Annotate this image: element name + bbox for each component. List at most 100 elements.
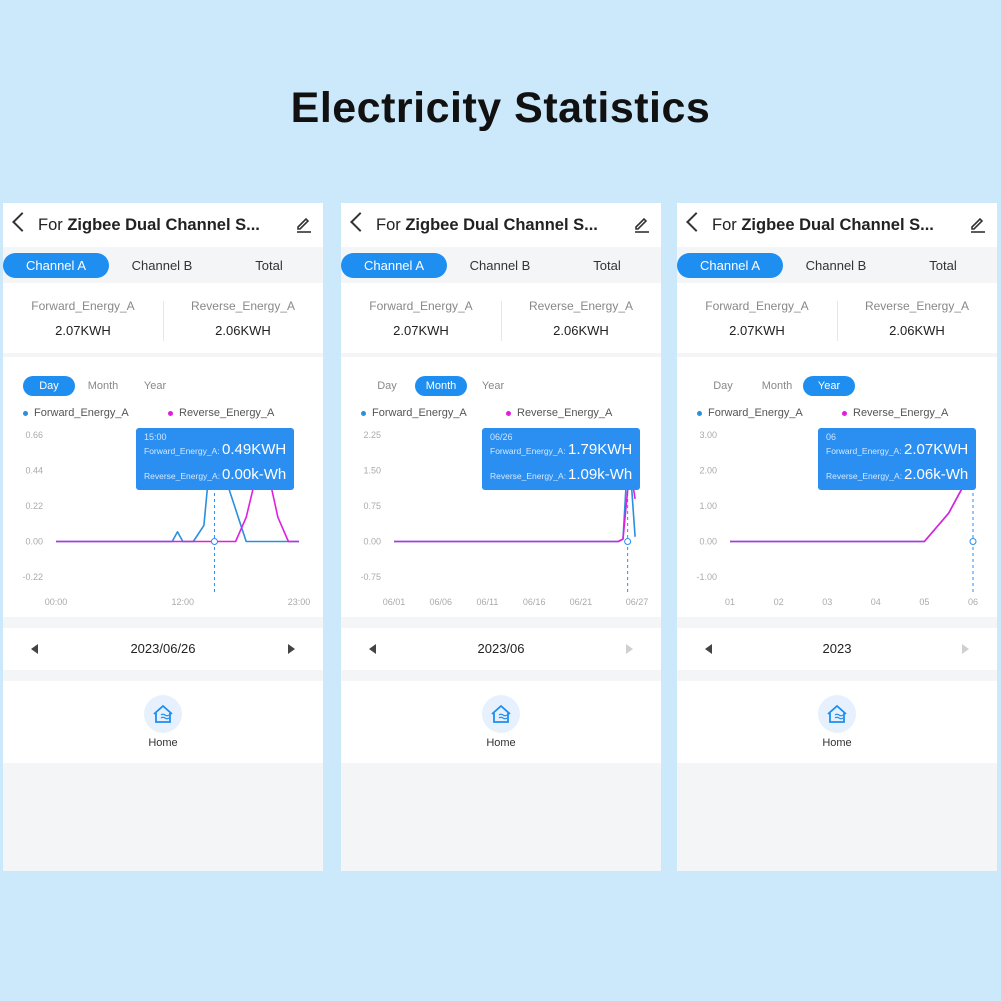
triangle-left-icon[interactable] [705, 644, 712, 654]
x-tick-label: 23:00 [288, 597, 311, 607]
forward-energy-value: 2.07KWH [55, 323, 111, 338]
tooltip-reverse-value: 2.06k-Wh [904, 466, 969, 483]
home-energy-icon [491, 705, 511, 723]
device-title: For Zigbee Dual Channel S... [712, 216, 934, 235]
tab-channel-2[interactable]: Total [929, 258, 957, 273]
tab-period-year[interactable]: Year [143, 380, 167, 392]
divider [837, 301, 838, 341]
chart-tooltip: 15:00 Forward_Energy_A: 0.49KWH Reverse_E… [136, 428, 294, 490]
chart-card: Day Month Year Forward_Energy_A Reverse_En… [677, 357, 997, 617]
x-tick-label: 02 [774, 597, 784, 607]
energy-summary-card: Forward_Energy_A 2.07KWH Reverse_Energy_… [677, 283, 997, 353]
legend-forward-dot [23, 410, 28, 416]
x-tick-label: 01 [725, 597, 735, 607]
y-tick-label: 2.00 [699, 466, 717, 476]
triangle-right-icon[interactable] [626, 644, 633, 654]
cursor-point [210, 538, 218, 545]
page-title: Electricity Statistics [290, 84, 711, 132]
legend-reverse-label: Reverse_Energy_A [179, 407, 275, 419]
tab-period-year[interactable]: Year [803, 376, 855, 396]
home-button[interactable] [482, 695, 520, 733]
chevron-left-icon[interactable] [12, 212, 32, 232]
phone-screen: For Zigbee Dual Channel S... Channel A Ch… [3, 203, 323, 871]
y-tick-label: 2.25 [363, 430, 381, 440]
tab-channel-2[interactable]: Total [255, 258, 283, 273]
channel-tabs: Channel A Channel B Total [677, 250, 997, 280]
device-title-prefix: For [38, 216, 63, 234]
device-title-name: Zigbee Dual Channel S... [741, 216, 934, 234]
pencil-icon[interactable] [295, 215, 313, 233]
cursor-point [969, 538, 977, 545]
reverse-energy-summary: Reverse_Energy_A 2.06KWH [163, 299, 323, 338]
tab-period-day[interactable]: Day [377, 380, 397, 392]
legend-reverse-label: Reverse_Energy_A [517, 407, 613, 419]
y-tick-label: -0.22 [22, 572, 43, 582]
reverse-energy-label: Reverse_Energy_A [190, 299, 296, 313]
tab-period-month[interactable]: Month [87, 380, 119, 392]
tab-period-month[interactable]: Month [415, 376, 467, 396]
reverse-energy-value: 2.06KWH [889, 323, 945, 338]
series-line-reverse [730, 468, 974, 543]
legend-forward-label: Forward_Energy_A [708, 407, 803, 419]
y-tick-label: 0.00 [25, 537, 43, 547]
channel-tabs: Channel A Channel B Total [3, 250, 323, 280]
x-tick-label: 06/16 [523, 597, 546, 607]
current-date: 2023/06 [477, 641, 525, 656]
pencil-icon[interactable] [969, 215, 987, 233]
y-tick-label: 1.50 [363, 466, 381, 476]
device-title-prefix: For [712, 216, 737, 234]
tab-channel-0[interactable]: Channel A [677, 253, 783, 278]
reverse-energy-summary: Reverse_Energy_A 2.06KWH [501, 299, 661, 338]
x-tick-label: 06/27 [626, 597, 649, 607]
y-tick-label: 0.44 [25, 466, 43, 476]
home-button[interactable] [818, 695, 856, 733]
home-label: Home [148, 737, 178, 749]
pencil-icon[interactable] [633, 215, 651, 233]
current-date: 2023 [822, 641, 852, 656]
x-tick-label: 06/11 [477, 597, 499, 607]
tab-channel-0[interactable]: Channel A [341, 253, 447, 278]
legend-reverse-dot [506, 410, 511, 416]
bottom-nav: Home [3, 681, 323, 763]
triangle-left-icon[interactable] [31, 644, 38, 654]
reverse-energy-label: Reverse_Energy_A [528, 299, 634, 313]
header-bar: For Zigbee Dual Channel S... [341, 203, 661, 247]
y-tick-label: -0.75 [360, 572, 381, 582]
tooltip-date: 06 [826, 432, 837, 442]
tooltip-forward-row: Forward_Energy_A: 0.49KWH [144, 441, 286, 459]
x-tick-label: 06/01 [383, 597, 406, 607]
y-tick-label: 0.22 [25, 501, 43, 511]
date-navigator: 2023/06/26 [3, 628, 323, 670]
triangle-right-icon[interactable] [288, 644, 295, 654]
forward-energy-label: Forward_Energy_A [705, 299, 809, 313]
home-energy-icon [827, 705, 847, 723]
legend-reverse-dot [168, 410, 173, 416]
legend-forward-dot [361, 410, 366, 416]
tab-period-day[interactable]: Day [23, 376, 75, 396]
energy-summary-card: Forward_Energy_A 2.07KWH Reverse_Energy_… [341, 283, 661, 353]
tab-channel-1[interactable]: Channel B [469, 258, 531, 273]
tooltip-reverse-row: Reverse_Energy_A: 0.00k-Wh [144, 466, 286, 484]
tab-period-month[interactable]: Month [761, 380, 793, 392]
reverse-energy-label: Reverse_Energy_A [864, 299, 970, 313]
y-tick-label: 0.66 [25, 430, 43, 440]
tab-period-year[interactable]: Year [481, 380, 505, 392]
x-tick-label: 04 [871, 597, 881, 607]
tab-channel-2[interactable]: Total [593, 258, 621, 273]
bottom-nav: Home [341, 681, 661, 763]
device-title-name: Zigbee Dual Channel S... [67, 216, 260, 234]
tooltip-forward-value: 0.49KWH [222, 441, 287, 458]
forward-energy-value: 2.07KWH [729, 323, 785, 338]
energy-line-chart[interactable]: 3.00 2.00 1.00 0.00 -1.00 01 02 03 04 05 06 [677, 357, 997, 617]
tooltip-reverse-row: Reverse_Energy_A: 2.06k-Wh [826, 466, 968, 484]
tab-channel-1[interactable]: Channel B [131, 258, 193, 273]
home-button[interactable] [144, 695, 182, 733]
chevron-left-icon[interactable] [350, 212, 370, 232]
triangle-left-icon[interactable] [369, 644, 376, 654]
chevron-left-icon[interactable] [686, 212, 706, 232]
triangle-right-icon[interactable] [962, 644, 969, 654]
tab-channel-0[interactable]: Channel A [3, 253, 109, 278]
energy-line-chart[interactable]: 0.66 0.44 0.22 0.00 -0.22 00:00 12:00 23:00 [3, 357, 323, 617]
tab-period-day[interactable]: Day [713, 380, 733, 392]
tab-channel-1[interactable]: Channel B [805, 258, 867, 273]
